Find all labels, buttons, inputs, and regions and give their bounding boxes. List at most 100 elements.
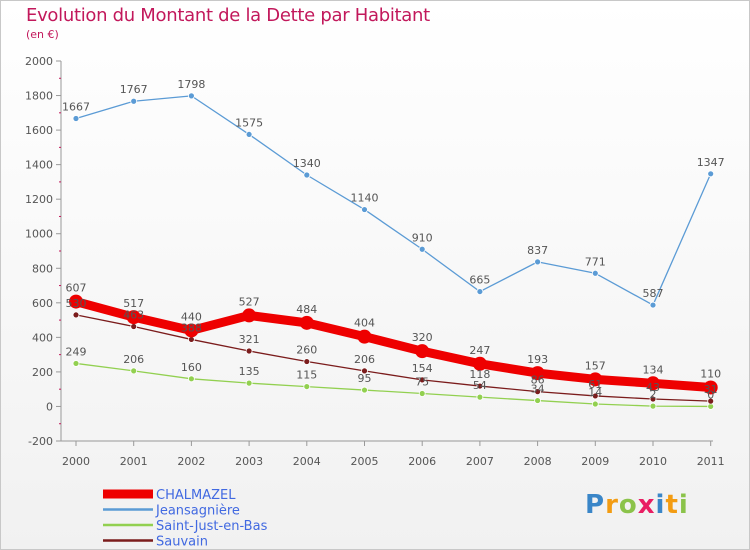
data-point: [707, 397, 715, 405]
data-label: 440: [181, 310, 202, 323]
data-point: [361, 367, 368, 375]
data-label: 1140: [351, 192, 379, 205]
data-label: 837: [527, 244, 548, 257]
data-point: [69, 294, 83, 309]
y-tick-label: 1200: [25, 193, 53, 206]
data-label: 54: [473, 379, 487, 392]
chart-subtitle: (en €): [26, 28, 59, 41]
data-label: 517: [123, 297, 144, 310]
data-label: 607: [66, 282, 87, 295]
x-tick-label: 2006: [408, 455, 436, 468]
data-label: 1767: [120, 83, 148, 96]
data-point: [130, 323, 138, 330]
data-point: [130, 367, 138, 375]
data-label: 665: [469, 274, 490, 287]
data-label: 75: [415, 376, 429, 389]
data-label: 154: [412, 362, 433, 375]
x-tick-label: 2001: [120, 455, 148, 468]
data-point: [299, 315, 314, 330]
y-tick-label: 800: [32, 262, 53, 275]
data-point: [72, 311, 80, 319]
data-label: 1340: [293, 157, 321, 170]
y-tick-label: 400: [32, 331, 53, 344]
x-tick-label: 2005: [351, 455, 379, 468]
data-point: [72, 115, 80, 122]
data-label: 134: [643, 363, 664, 376]
data-label: 247: [469, 344, 490, 357]
data-label: 771: [585, 255, 606, 268]
data-point: [534, 388, 541, 396]
data-point: [357, 329, 372, 344]
data-label: 388: [181, 321, 202, 334]
x-tick-label: 2000: [62, 455, 90, 468]
data-label: 157: [585, 359, 606, 372]
data-label: 404: [354, 317, 375, 330]
data-point: [703, 380, 718, 395]
series-line-0: [71, 297, 716, 392]
data-label: 34: [531, 383, 545, 396]
data-point: [130, 97, 138, 105]
data-point: [245, 379, 253, 387]
data-point: [591, 269, 599, 277]
y-tick-label: 200: [32, 366, 53, 379]
y-tick-label: 1800: [25, 90, 53, 103]
data-label: 910: [412, 231, 433, 244]
x-tick-label: 2002: [177, 455, 205, 468]
data-point: [72, 360, 80, 367]
data-point: [187, 375, 195, 383]
data-label: 249: [66, 345, 87, 358]
data-point: [242, 308, 257, 323]
data-point: [187, 92, 195, 100]
legend-label: Jeansagnière: [155, 504, 240, 519]
data-label: 1798: [177, 78, 205, 91]
data-label: 260: [296, 344, 317, 357]
data-point: [303, 171, 311, 179]
x-tick-label: 2008: [524, 455, 552, 468]
data-point: [649, 395, 657, 403]
data-point: [476, 382, 484, 390]
data-label: 206: [123, 353, 144, 366]
data-point: [126, 310, 141, 325]
data-point: [361, 206, 368, 213]
data-point: [591, 392, 599, 400]
legend-label: Sauvain: [156, 535, 208, 550]
data-label: 115: [296, 369, 317, 382]
chart-title: Evolution du Montant de la Dette par Hab…: [26, 5, 430, 26]
data-point: [245, 131, 253, 138]
data-point: [649, 301, 657, 309]
data-point: [534, 397, 541, 404]
data-point: [476, 288, 484, 295]
y-tick-label: 600: [32, 297, 53, 310]
data-label: 86: [531, 374, 545, 387]
data-label: 587: [643, 287, 664, 300]
data-label: 463: [123, 308, 144, 321]
data-label: 31: [704, 383, 718, 396]
data-label: 118: [469, 368, 490, 381]
data-label: 206: [354, 353, 375, 366]
data-label: 530: [66, 297, 87, 310]
y-tick-label: 0: [46, 400, 53, 413]
x-tick-label: 2011: [697, 455, 725, 468]
data-label: 321: [239, 333, 260, 346]
data-point: [361, 386, 368, 394]
y-tick-label: -200: [28, 435, 53, 448]
series-line-1: [75, 95, 712, 306]
data-label: 43: [646, 381, 660, 394]
data-label: 1575: [235, 116, 263, 129]
data-point: [472, 356, 487, 371]
y-tick-label: 2000: [25, 55, 53, 68]
x-tick-label: 2004: [293, 455, 321, 468]
y-tick-label: 1600: [25, 124, 53, 137]
series-line-3: [75, 314, 712, 402]
data-point: [530, 366, 545, 381]
x-tick-label: 2003: [235, 455, 263, 468]
data-label: 2: [650, 388, 657, 401]
data-label: 320: [412, 331, 433, 344]
x-tick-label: 2007: [466, 455, 494, 468]
data-point: [418, 376, 426, 384]
data-point: [184, 323, 199, 338]
data-label: 527: [239, 295, 260, 308]
data-label: 160: [181, 361, 202, 374]
